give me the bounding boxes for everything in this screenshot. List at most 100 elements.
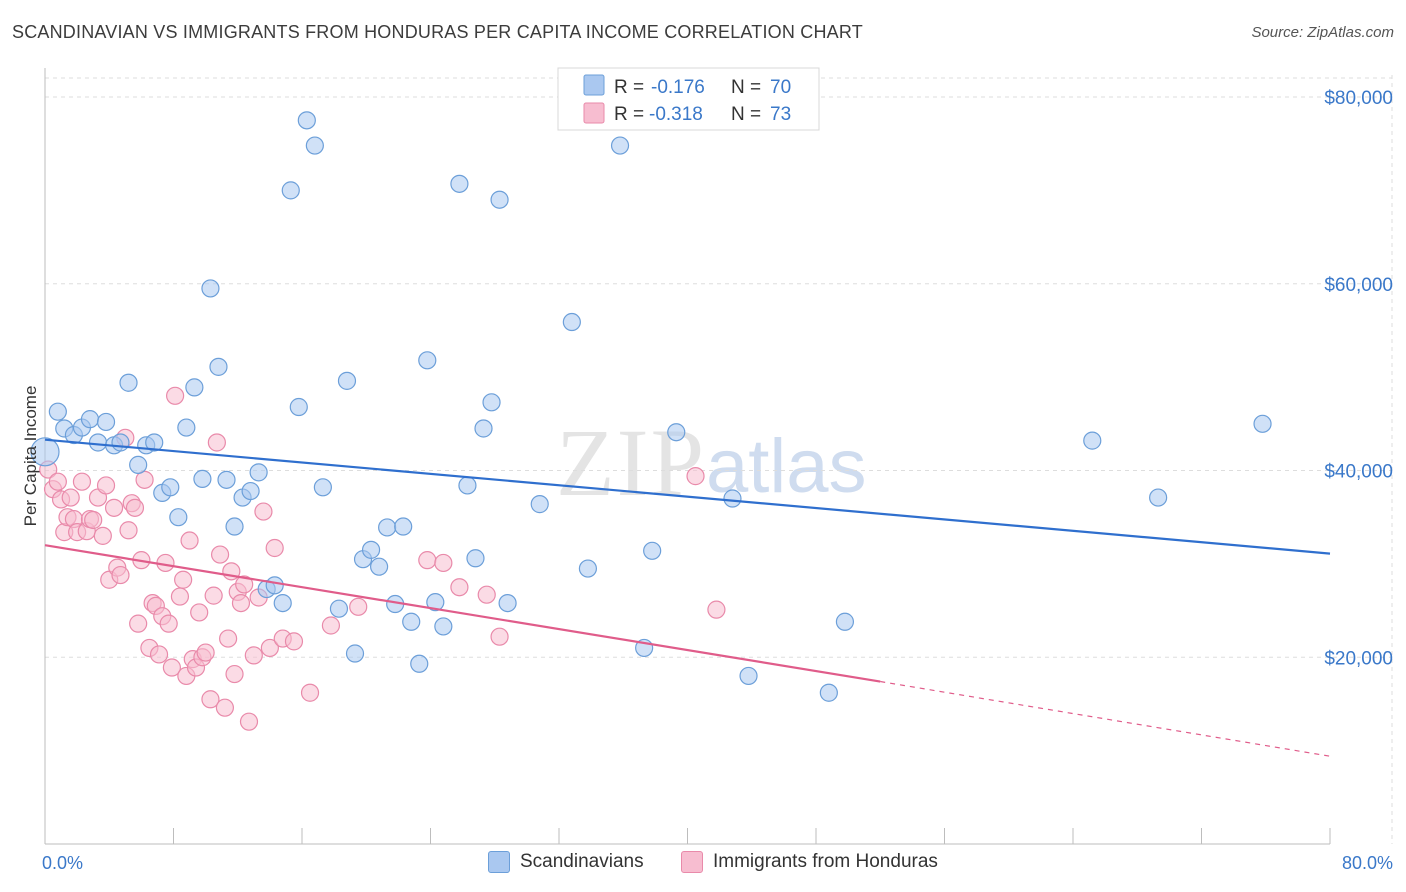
point-honduras <box>207 433 226 452</box>
point-scandinavians <box>161 478 180 497</box>
point-honduras <box>210 545 230 564</box>
point-honduras <box>180 531 199 550</box>
legend-n-value-2: 73 <box>770 104 791 125</box>
point-honduras <box>284 632 304 651</box>
point-scandinavians <box>145 433 164 452</box>
point-scandinavians <box>111 433 130 452</box>
point-scandinavians <box>297 111 316 130</box>
point-honduras <box>349 597 368 616</box>
point-honduras <box>149 645 169 664</box>
point-honduras <box>434 553 453 573</box>
point-scandinavians <box>530 495 549 514</box>
point-honduras <box>166 386 185 405</box>
point-scandinavians <box>193 469 212 489</box>
legend-n-label-2: N = <box>731 104 761 125</box>
x-tick-label-min: 0.0% <box>42 853 83 873</box>
point-honduras <box>225 664 244 684</box>
point-honduras <box>84 510 103 530</box>
point-honduras <box>254 502 273 521</box>
point-scandinavians <box>643 541 662 560</box>
legend-r-label-2: R = <box>614 104 644 125</box>
y-tick-label: $40,000 <box>1324 462 1393 483</box>
point-honduras <box>201 690 220 709</box>
point-scandinavians <box>201 279 220 298</box>
bottom-legend-label-2: Immigrants from Honduras <box>713 851 938 872</box>
correlation-legend: R = -0.176 N = 70 R = -0.318 N = 73 <box>557 67 820 131</box>
legend-swatch-blue <box>488 851 510 873</box>
point-scandinavians <box>241 481 260 501</box>
point-scandinavians <box>249 463 268 482</box>
point-scandinavians <box>305 136 324 155</box>
y-tick-label: $60,000 <box>1324 275 1393 296</box>
trend-line-scandinavians <box>44 438 1331 555</box>
point-scandinavians <box>265 576 284 595</box>
source-credit: Source: ZipAtlas.com <box>1251 24 1394 41</box>
point-scandinavians <box>361 540 381 559</box>
series-scandinavians-points <box>30 111 1272 702</box>
point-honduras <box>686 467 705 486</box>
point-scandinavians <box>1083 431 1102 450</box>
point-honduras <box>260 638 279 658</box>
legend-n-label-1: N = <box>731 77 761 98</box>
point-honduras <box>129 614 148 633</box>
point-honduras <box>231 593 251 613</box>
point-honduras <box>125 498 145 517</box>
point-scandinavians <box>418 351 437 370</box>
point-honduras <box>174 570 193 589</box>
point-scandinavians <box>578 559 598 578</box>
bottom-legend-label-1: Scandinavians <box>520 851 644 872</box>
bottom-legend-scandinavians: Scandinavians <box>488 851 644 873</box>
point-honduras <box>321 616 341 635</box>
legend-r-value-1: -0.176 <box>651 77 705 98</box>
legend-r-value-2: -0.318 <box>649 104 703 125</box>
legend-swatch-pink <box>681 851 703 873</box>
point-scandinavians <box>610 136 630 155</box>
point-scandinavians <box>723 489 742 508</box>
point-honduras <box>707 600 726 619</box>
point-scandinavians <box>739 666 758 686</box>
x-tick-labels: 0.0% 80.0% <box>42 853 1393 873</box>
trend-line-honduras <box>44 544 881 683</box>
point-scandinavians <box>466 549 485 568</box>
point-honduras <box>244 646 263 665</box>
point-scandinavians <box>30 437 60 467</box>
point-scandinavians <box>329 599 349 618</box>
point-scandinavians <box>345 644 365 663</box>
point-scandinavians <box>1149 488 1168 507</box>
point-scandinavians <box>48 402 67 421</box>
point-scandinavians <box>209 357 228 376</box>
point-honduras <box>96 476 116 495</box>
y-tick-label: $20,000 <box>1324 648 1393 669</box>
point-honduras <box>265 538 284 558</box>
point-honduras <box>219 629 238 648</box>
point-honduras <box>490 627 509 646</box>
point-scandinavians <box>185 378 204 397</box>
point-scandinavians <box>426 593 445 612</box>
point-scandinavians <box>273 593 292 613</box>
point-scandinavians <box>88 433 108 452</box>
y-axis-label: Per Capita Income <box>21 386 40 527</box>
point-scandinavians <box>410 654 429 673</box>
chart-title: SCANDINAVIAN VS IMMIGRANTS FROM HONDURAS… <box>12 22 863 42</box>
point-scandinavians <box>337 371 357 390</box>
point-scandinavians <box>177 418 196 437</box>
point-scandinavians <box>434 617 453 636</box>
point-honduras <box>48 472 67 491</box>
point-scandinavians <box>474 419 493 438</box>
point-honduras <box>204 586 223 605</box>
point-scandinavians <box>1253 414 1272 433</box>
trend-lines <box>44 438 1331 757</box>
point-honduras <box>170 587 190 606</box>
point-scandinavians <box>562 312 581 332</box>
y-tick-label: $80,000 <box>1324 88 1393 109</box>
point-scandinavians <box>80 410 100 429</box>
point-scandinavians <box>450 174 469 193</box>
point-scandinavians <box>402 612 421 631</box>
y-tick-labels: $20,000 $40,000 $60,000 $80,000 <box>1324 88 1393 669</box>
point-honduras <box>477 585 496 604</box>
point-scandinavians <box>96 412 116 432</box>
point-honduras <box>111 565 130 585</box>
point-honduras <box>93 526 112 545</box>
point-scandinavians <box>169 508 188 527</box>
